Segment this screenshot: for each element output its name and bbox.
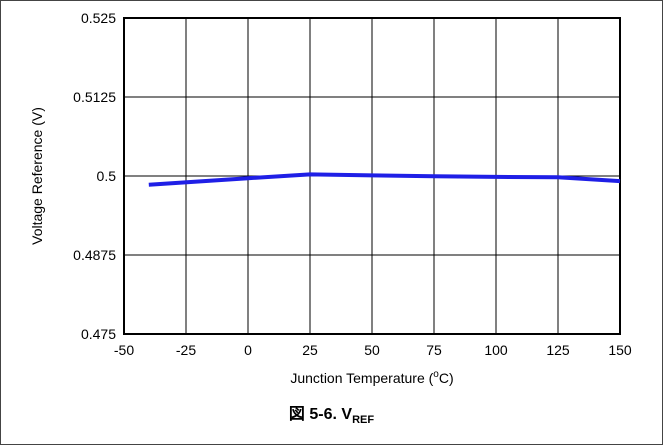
x-tick-label: 50 (364, 342, 380, 358)
x-axis-title: Junction Temperature (oC) (290, 369, 453, 386)
y-tick-label: 0.5 (97, 168, 117, 184)
y-tick-label: 0.525 (81, 10, 116, 26)
caption-subscript: REF (352, 414, 375, 427)
x-tick-label: -25 (176, 342, 196, 358)
x-tick-label: 25 (302, 342, 318, 358)
series-lines (148, 172, 621, 187)
y-tick-label: 0.475 (81, 326, 116, 342)
x-tick-label: 125 (546, 342, 570, 358)
x-tick-label: 75 (426, 342, 442, 358)
y-tick-label: 0.4875 (73, 247, 116, 263)
x-tick-label: 0 (244, 342, 252, 358)
y-axis-ticks: 0.475 0.4875 0.5 0.5125 0.525 (73, 10, 116, 342)
x-axis-title-sup: o (433, 369, 439, 380)
x-tick-label: 100 (484, 342, 508, 358)
y-tick-label: 0.5125 (73, 89, 116, 105)
voltage-reference-chart: -50 -25 0 25 50 75 100 125 150 0.475 0.4875 0.5 0.5… (29, 10, 632, 386)
plot-area (123, 17, 621, 335)
series-line (148, 172, 621, 187)
figure-caption: 図 5-6. VREF (0, 400, 663, 426)
x-tick-label: -50 (114, 342, 134, 358)
y-axis-title: Voltage Reference (V) (29, 107, 45, 245)
x-axis-ticks: -50 -25 0 25 50 75 100 125 150 (114, 342, 632, 358)
x-axis-title-end: C) (439, 370, 454, 386)
caption-prefix: 図 5-6. V (288, 406, 353, 423)
x-tick-label: 150 (608, 342, 632, 358)
x-axis-title-main: Junction Temperature ( (290, 370, 433, 386)
